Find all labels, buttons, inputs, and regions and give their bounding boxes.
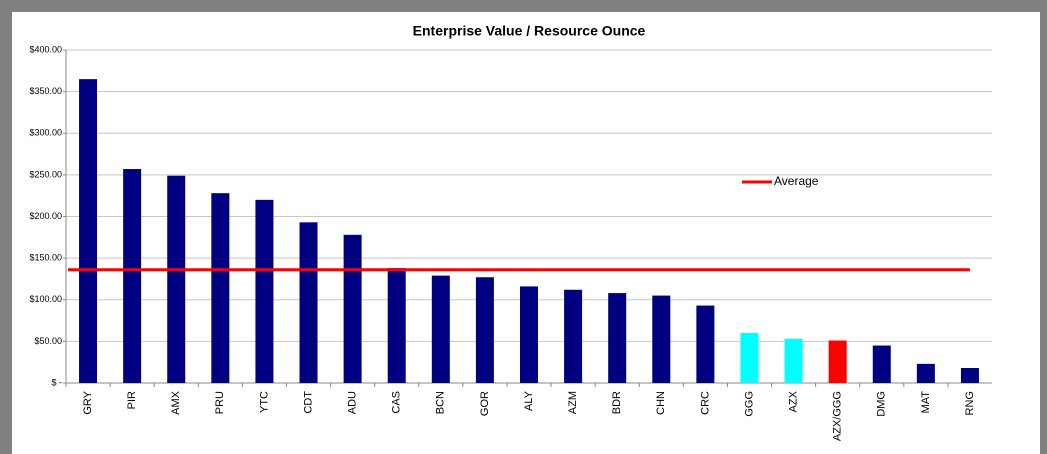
y-tick-label: $50.00	[34, 336, 62, 346]
bar	[520, 286, 538, 383]
chart-title: Enterprise Value / Resource Ounce	[413, 23, 646, 39]
bar	[696, 305, 715, 383]
bar	[211, 193, 230, 383]
x-tick-label: YTC	[258, 391, 270, 413]
x-tick-label: AZX/GGG	[832, 391, 844, 441]
bar	[652, 295, 671, 383]
bar	[784, 338, 803, 383]
x-tick-label: CHN	[655, 391, 667, 415]
x-tick-label: AZM	[567, 391, 579, 414]
x-tick-label: ALY	[523, 390, 535, 411]
x-tick-label: BCN	[435, 391, 447, 414]
y-tick-label: $200.00	[29, 211, 62, 221]
x-tick-label: GOR	[479, 391, 491, 416]
bar	[828, 340, 847, 383]
bar	[167, 175, 186, 383]
y-tick-label: $150.00	[29, 253, 62, 263]
x-tick-label: PRU	[214, 391, 226, 414]
bar	[79, 79, 98, 383]
y-tick-label: $400.00	[29, 44, 62, 54]
bar	[872, 345, 891, 383]
x-tick-label: BDR	[611, 391, 623, 414]
x-tick-label: PIR	[126, 391, 138, 409]
bar	[960, 368, 979, 383]
bar	[123, 169, 142, 383]
x-tick-label: DMG	[876, 391, 888, 417]
x-tick-label: AZX	[787, 390, 799, 412]
x-tick-label: GRY	[82, 390, 94, 414]
x-tick-label: MAT	[920, 391, 932, 414]
bar	[608, 293, 627, 383]
bar	[255, 199, 274, 383]
y-tick-label: $100.00	[29, 294, 62, 304]
y-tick-label: $350.00	[29, 86, 62, 96]
x-tick-label: RNG	[964, 391, 976, 415]
bar	[387, 268, 406, 383]
x-tick-label: CDT	[302, 391, 314, 414]
x-tick-label: CRC	[699, 391, 711, 415]
bar	[916, 363, 935, 383]
bar	[431, 275, 450, 383]
x-tick-label: ADU	[347, 391, 359, 414]
bar	[475, 277, 494, 383]
x-tick-label: AMX	[170, 390, 182, 415]
bar	[564, 289, 583, 383]
y-tick-label: $250.00	[29, 169, 62, 179]
legend-label: Average	[774, 174, 819, 188]
y-tick-label: $300.00	[29, 128, 62, 138]
chart-area	[12, 12, 1040, 454]
y-tick-label: $ -	[51, 377, 62, 387]
bar	[343, 234, 362, 383]
bar	[299, 222, 318, 383]
x-tick-label: CAS	[391, 391, 403, 414]
x-tick-label: GGG	[743, 391, 755, 417]
bar	[740, 333, 759, 383]
